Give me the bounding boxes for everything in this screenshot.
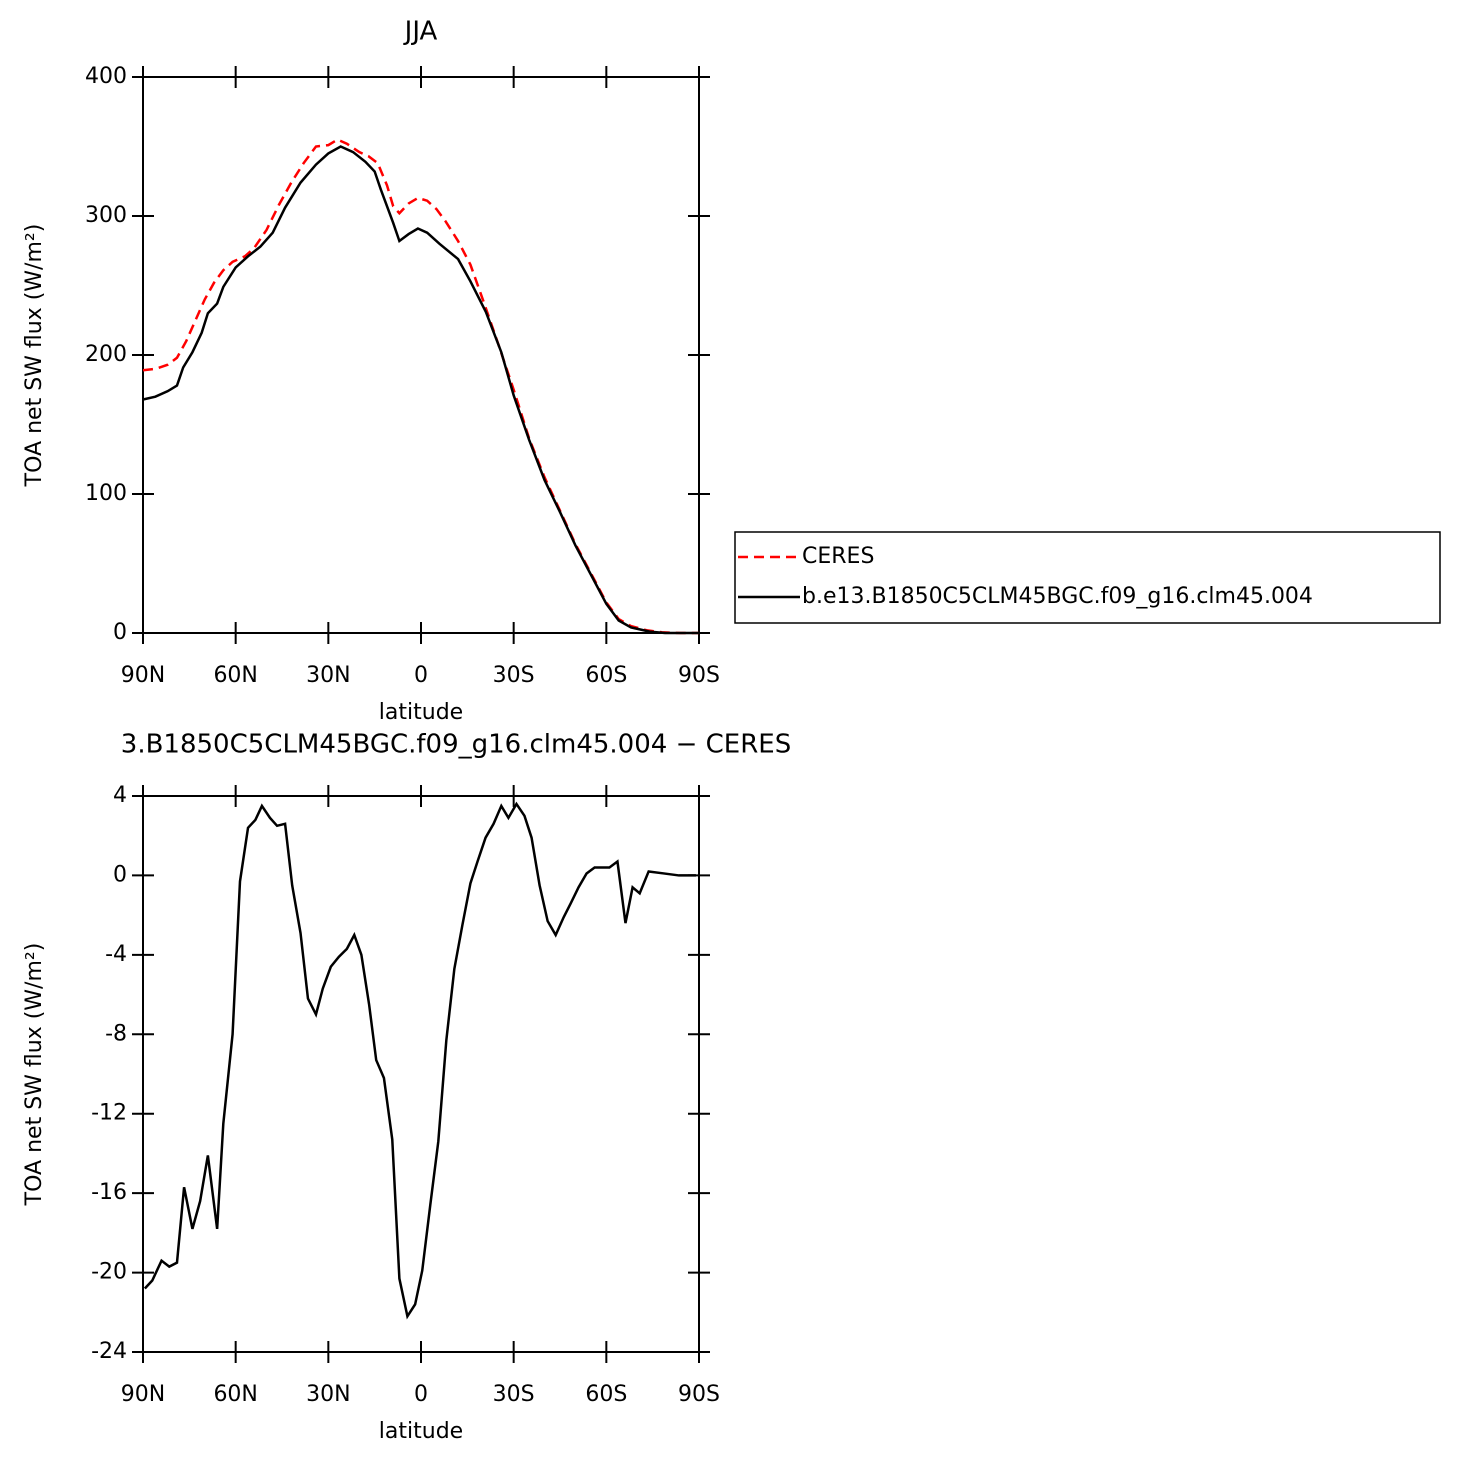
x-axis-label: latitude (379, 700, 463, 725)
y-tick-label: -4 (105, 942, 127, 967)
y-tick-label: -24 (91, 1339, 127, 1364)
plot-frame (142, 76, 700, 634)
y-tick-label: 0 (113, 862, 127, 887)
y-tick-label: -8 (105, 1021, 127, 1046)
x-tick-label: 0 (414, 663, 428, 688)
chart-title: 3.B1850C5CLM45BGC.f09_g16.clm45.004 − CE… (121, 730, 791, 760)
x-tick-label: 60N (213, 1382, 257, 1407)
y-tick-label: 400 (85, 64, 127, 89)
legend-box (734, 531, 1441, 624)
chart-title: JJA (403, 17, 438, 47)
x-tick-label: 0 (414, 1382, 428, 1407)
x-tick-label: 30N (306, 663, 350, 688)
x-tick-label: 30N (306, 1382, 350, 1407)
legend-label: CERES (802, 544, 874, 569)
data-line (142, 138, 699, 635)
y-tick-label: 300 (85, 203, 127, 228)
x-tick-label: 30S (493, 1382, 535, 1407)
y-tick-label: 100 (85, 481, 127, 506)
x-tick-label: 60N (213, 663, 257, 688)
y-tick-label: -12 (91, 1101, 127, 1126)
x-tick-label: 60S (585, 1382, 627, 1407)
legend-label: b.e13.B1850C5CLM45BGC.f09_g16.clm45.004 (802, 584, 1313, 609)
y-tick-label: -20 (91, 1260, 127, 1285)
y-axis-label: TOA net SW flux (W/m²) (22, 943, 47, 1207)
x-tick-label: 30S (493, 663, 535, 688)
y-tick-label: 0 (113, 620, 127, 645)
y-axis-label: TOA net SW flux (W/m²) (22, 224, 47, 488)
x-tick-label: 90N (121, 1382, 165, 1407)
x-axis-label: latitude (379, 1419, 463, 1444)
x-tick-label: 90S (678, 663, 720, 688)
data-line (143, 801, 696, 1320)
data-line (142, 145, 699, 635)
x-tick-label: 60S (585, 663, 627, 688)
y-tick-label: 200 (85, 342, 127, 367)
plot-frame (142, 795, 700, 1353)
y-tick-label: -16 (91, 1180, 127, 1205)
x-tick-label: 90S (678, 1382, 720, 1407)
x-tick-label: 90N (121, 663, 165, 688)
y-tick-label: 4 (113, 783, 127, 808)
